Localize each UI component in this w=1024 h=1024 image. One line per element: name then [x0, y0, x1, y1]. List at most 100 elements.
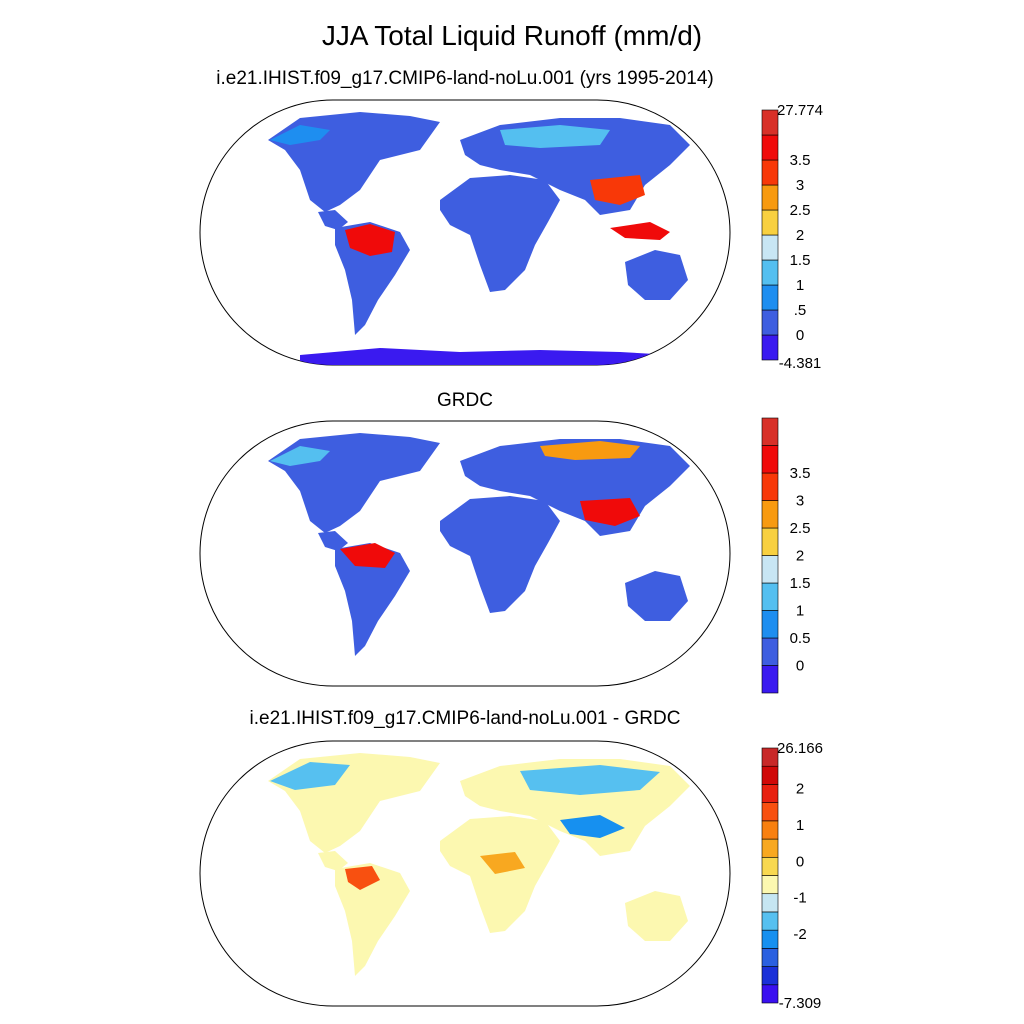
colorbar-tick-label: 3.5 — [790, 465, 811, 482]
colorbar-box — [761, 747, 779, 767]
south-america-land — [335, 543, 410, 656]
colorbar-tick-label: 1 — [796, 817, 804, 834]
africa-land — [440, 816, 560, 933]
colorbar-tick-label: -4.381 — [779, 355, 822, 372]
amazon-diff — [345, 866, 380, 890]
africa-land — [440, 175, 560, 292]
south-america-land — [335, 863, 410, 976]
colorbar-box — [761, 284, 779, 311]
colorbar-tick-label: 1.5 — [790, 252, 811, 269]
colorbar-box — [761, 500, 779, 529]
colorbar-tick-label: 3 — [796, 493, 804, 510]
colorbar-box — [761, 875, 779, 895]
land-fields — [268, 433, 690, 656]
colorbar-box — [761, 820, 779, 840]
land-fields — [268, 112, 690, 365]
colorbar-tick-label: 1.5 — [790, 575, 811, 592]
colorbar-box — [761, 555, 779, 584]
colorbar-difference: -7.309 -2 -1 0 1 2 26.166 — [761, 740, 823, 1012]
siberia-runoff — [500, 125, 610, 148]
maritime-continent-high-runoff — [610, 222, 670, 240]
arctic-canada-runoff — [270, 446, 330, 466]
colorbar-box — [761, 209, 779, 236]
colorbar-tick-label: -2 — [793, 926, 806, 943]
colorbar-tick-label: 2 — [796, 548, 804, 565]
colorbar-tick-label: -1 — [793, 890, 806, 907]
colorbar-box — [761, 784, 779, 803]
map-difference — [199, 740, 731, 1007]
colorbar-tick-label: -7.309 — [779, 995, 822, 1012]
australia-land — [625, 891, 688, 941]
siberia-runoff — [540, 441, 640, 460]
colorbar-box — [761, 234, 779, 261]
colorbar-tick-label: 2 — [796, 780, 804, 797]
arctic-canada-diff — [270, 762, 350, 790]
panel-title-difference: i.e21.IHIST.f09_g17.CMIP6-land-noLu.001 … — [249, 708, 681, 729]
colorbar-box — [761, 445, 779, 474]
colorbar-box — [761, 984, 779, 1004]
tibet-diff — [560, 815, 625, 838]
colorbar-box — [761, 309, 779, 336]
colorbar-box — [761, 527, 779, 556]
east-asia-high-runoff — [590, 175, 645, 205]
colorbar-box — [761, 259, 779, 286]
figure-title: JJA Total Liquid Runoff (mm/d) — [321, 20, 703, 51]
colorbar-box — [761, 966, 779, 986]
colorbar-box — [761, 472, 779, 501]
panel-title-grdc: GRDC — [437, 390, 493, 411]
antarctica-land — [300, 348, 690, 365]
colorbar-tick-label: 0 — [796, 853, 804, 870]
australia-land — [625, 571, 688, 621]
colorbar-tick-label: 3 — [796, 177, 804, 194]
colorbar-box — [761, 802, 779, 822]
amazon-high-runoff — [340, 543, 395, 568]
colorbar-tick-label: 0 — [796, 327, 804, 344]
colorbar-box — [761, 893, 779, 913]
colorbar-model: -4.381 0 .5 1 1.5 2 2.5 3 3.5 27.774 — [761, 102, 823, 372]
colorbar-box — [761, 184, 779, 211]
siberia-diff — [520, 765, 660, 795]
colorbar-box — [761, 334, 779, 361]
colorbar-box — [761, 856, 779, 876]
colorbar-box — [761, 929, 779, 949]
colorbar-tick-label: 1 — [796, 277, 804, 294]
africa-land — [440, 496, 560, 613]
colorbar-tick-label: 27.774 — [777, 102, 823, 119]
map-model — [199, 99, 731, 366]
colorbar-tick-label: 1 — [796, 603, 804, 620]
colorbar-tick-label: 26.166 — [777, 740, 823, 757]
colorbar-box — [761, 637, 779, 666]
colorbar-box — [761, 159, 779, 186]
colorbar-box — [761, 948, 779, 967]
central-america-land — [318, 210, 348, 230]
colorbar-box — [761, 417, 779, 446]
land-fields — [268, 753, 690, 976]
colorbar-box — [761, 134, 779, 161]
colorbar-tick-label: 2.5 — [790, 520, 811, 537]
map-grdc — [199, 420, 731, 687]
colorbar-tick-label: 2 — [796, 227, 804, 244]
colorbar-tick-label: 3.5 — [790, 152, 811, 169]
central-america-land — [318, 531, 348, 551]
central-america-land — [318, 851, 348, 871]
colorbar-box — [761, 109, 779, 136]
colorbar-grdc: 0 0.5 1 1.5 2 2.5 3 3.5 — [761, 417, 811, 694]
australia-land — [625, 250, 688, 300]
panel-title-model: i.e21.IHIST.f09_g17.CMIP6-land-noLu.001 … — [216, 68, 714, 89]
colorbar-box — [761, 665, 779, 694]
colorbar-tick-label: 2.5 — [790, 202, 811, 219]
central-africa-diff — [480, 852, 525, 874]
amazon-high-runoff — [345, 224, 395, 256]
arctic-canada-runoff — [270, 125, 330, 145]
colorbar-box — [761, 838, 779, 858]
colorbar-tick-label: 0.5 — [790, 630, 811, 647]
colorbar-tick-label: 0 — [796, 658, 804, 675]
colorbar-box — [761, 765, 779, 785]
colorbar-box — [761, 582, 779, 611]
colorbar-tick-label: .5 — [794, 302, 807, 319]
east-asia-high-runoff — [580, 498, 640, 526]
colorbar-box — [761, 911, 779, 931]
colorbar-box — [761, 610, 779, 639]
